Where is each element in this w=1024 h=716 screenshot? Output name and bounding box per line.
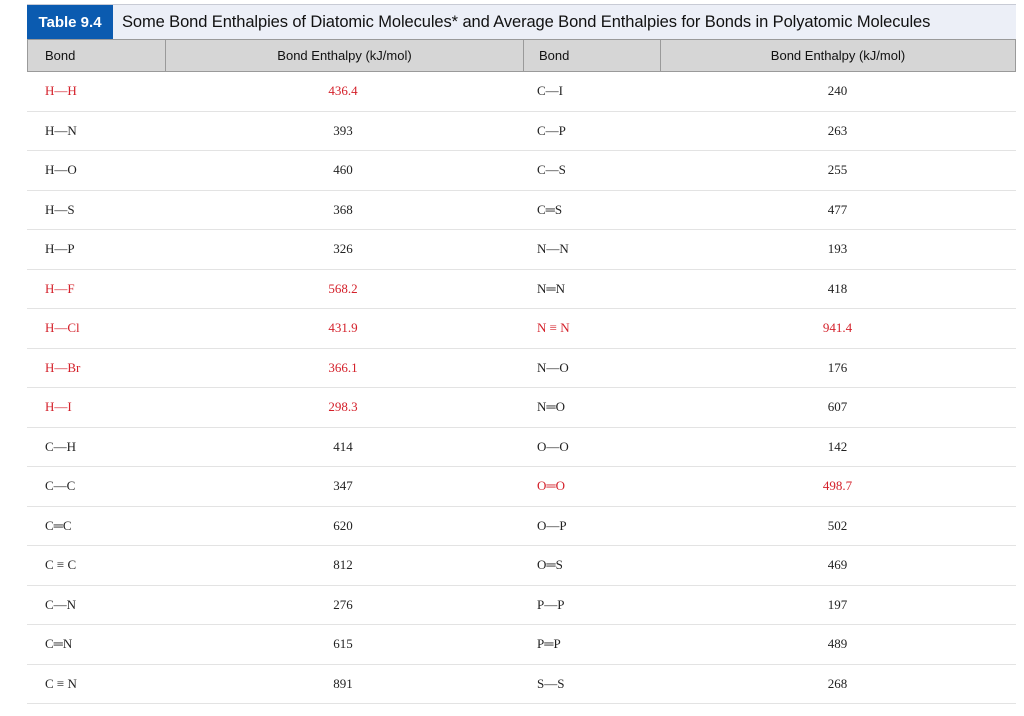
table-row: C═C 620 O—P 502 xyxy=(27,507,1016,546)
enthalpy-cell-right: 941.4 xyxy=(822,320,853,336)
bond-cell-right: N═O xyxy=(537,399,565,415)
enthalpy-cell-right: 142 xyxy=(827,438,848,454)
enthalpy-cell-left: 326 xyxy=(333,241,353,257)
enthalpy-cell-right: 268 xyxy=(827,675,848,691)
bond-cell-left: C—H xyxy=(45,438,77,454)
bond-cell-right: O═S xyxy=(537,557,563,573)
enthalpy-cell-left: 347 xyxy=(333,478,353,494)
enthalpy-cell-left: 891 xyxy=(333,675,353,691)
enthalpy-cell-right: 176 xyxy=(827,359,848,375)
enthalpy-cell-left: 812 xyxy=(333,557,353,573)
bond-cell-left: C—C xyxy=(45,478,76,494)
table-row: C—H 414 O—O 142 xyxy=(27,428,1016,467)
bond-cell-left: H—H xyxy=(45,83,77,99)
bond-cell-right: S—S xyxy=(537,675,565,691)
table-row: C—C 347 O═O 498.7 xyxy=(27,467,1016,507)
bond-cell-right: P═P xyxy=(537,636,561,652)
bond-cell-right: C—P xyxy=(537,122,566,138)
table-row: H—O 460 C—S 255 xyxy=(27,151,1016,191)
enthalpy-cell-left: 615 xyxy=(333,636,353,652)
table-row: C═N 615 P═P 489 xyxy=(27,625,1016,665)
table-row: C ≡ C 812 O═S 469 xyxy=(27,546,1016,586)
column-header-enthalpy-right: Bond Enthalpy (kJ/mol) xyxy=(660,40,1015,71)
bond-cell-right: O═O xyxy=(537,478,565,494)
enthalpy-cell-left: 276 xyxy=(333,596,353,612)
bond-cell-left: H—F xyxy=(45,280,75,296)
table-row: H—Br 366.1 N—O 176 xyxy=(27,349,1016,388)
bond-cell-left: C ≡ N xyxy=(45,675,77,691)
enthalpy-cell-right: 197 xyxy=(827,596,848,612)
bond-cell-left: H—N xyxy=(45,122,77,138)
bond-cell-left: C═C xyxy=(45,517,72,533)
bond-cell-right: N ≡ N xyxy=(537,320,570,336)
bond-cell-right: N—N xyxy=(537,241,569,257)
enthalpy-cell-right: 418 xyxy=(827,280,848,296)
enthalpy-cell-left: 298.3 xyxy=(328,399,358,415)
table-row: H—S 368 C═S 477 xyxy=(27,191,1016,230)
table-row: H—N 393 C—P 263 xyxy=(27,112,1016,151)
enthalpy-cell-right: 477 xyxy=(827,201,848,217)
table-title: Some Bond Enthalpies of Diatomic Molecul… xyxy=(122,12,931,31)
table-row: H—H 436.4 C—I 240 xyxy=(27,72,1016,112)
bond-cell-right: C—I xyxy=(537,83,563,99)
bond-cell-left: H—I xyxy=(45,399,72,415)
bond-cell-left: H—O xyxy=(45,162,77,178)
table-number-badge: Table 9.4 xyxy=(27,5,113,39)
table-title-bar: Table 9.4 Some Bond Enthalpies of Diatom… xyxy=(27,4,1016,39)
bond-cell-left: H—Cl xyxy=(45,320,80,336)
enthalpy-cell-left: 393 xyxy=(333,122,353,138)
table-row: H—Cl 431.9 N ≡ N 941.4 xyxy=(27,309,1016,349)
table-row: C—N 276 P—P 197 xyxy=(27,586,1016,625)
enthalpy-cell-left: 436.4 xyxy=(328,83,358,99)
enthalpy-cell-right: 489 xyxy=(827,636,848,652)
bond-cell-left: C—N xyxy=(45,596,77,612)
enthalpy-cell-left: 366.1 xyxy=(328,359,358,375)
bond-cell-left: C ≡ C xyxy=(45,557,77,573)
bond-cell-left: H—Br xyxy=(45,359,81,375)
bond-cell-right: C═S xyxy=(537,201,563,217)
enthalpy-cell-left: 620 xyxy=(333,517,353,533)
column-header-bond-right: Bond xyxy=(523,40,660,71)
enthalpy-cell-right: 263 xyxy=(827,122,848,138)
table-row: C ≡ N 891 S—S 268 xyxy=(27,665,1016,704)
bond-cell-right: N═N xyxy=(537,280,565,296)
bond-cell-right: P—P xyxy=(537,596,565,612)
table-row: H—P 326 N—N 193 xyxy=(27,230,1016,270)
bond-cell-left: H—S xyxy=(45,201,75,217)
enthalpy-cell-right: 469 xyxy=(827,557,848,573)
bond-cell-left: H—P xyxy=(45,241,75,257)
column-header-enthalpy-left: Bond Enthalpy (kJ/mol) xyxy=(165,40,523,71)
enthalpy-cell-left: 414 xyxy=(333,438,353,454)
enthalpy-cell-left: 431.9 xyxy=(328,320,358,336)
column-header-bond-left: Bond xyxy=(45,48,76,63)
enthalpy-cell-right: 193 xyxy=(827,241,848,257)
enthalpy-cell-right: 498.7 xyxy=(822,478,853,494)
enthalpy-cell-left: 368 xyxy=(333,201,353,217)
bond-cell-right: N—O xyxy=(537,359,569,375)
bond-cell-right: O—P xyxy=(537,517,567,533)
table-row: H—I 298.3 N═O 607 xyxy=(27,388,1016,428)
bond-cell-right: C—S xyxy=(537,162,566,178)
table-header-row: Bond Bond Enthalpy (kJ/mol) Bond Bond En… xyxy=(27,39,1016,72)
enthalpy-cell-right: 607 xyxy=(827,399,848,415)
table-row: H—F 568.2 N═N 418 xyxy=(27,270,1016,309)
bond-cell-right: O—O xyxy=(537,438,569,454)
table-body: H—H 436.4 C—I 240 H—N 393 C—P 263 H—O 460 C—S 255 H—… xyxy=(27,72,1016,704)
enthalpy-cell-right: 240 xyxy=(827,83,848,99)
enthalpy-cell-right: 502 xyxy=(827,517,848,533)
enthalpy-cell-left: 460 xyxy=(333,162,353,178)
enthalpy-cell-left: 568.2 xyxy=(328,280,358,296)
enthalpy-cell-right: 255 xyxy=(827,162,848,178)
bond-cell-left: C═N xyxy=(45,636,73,652)
